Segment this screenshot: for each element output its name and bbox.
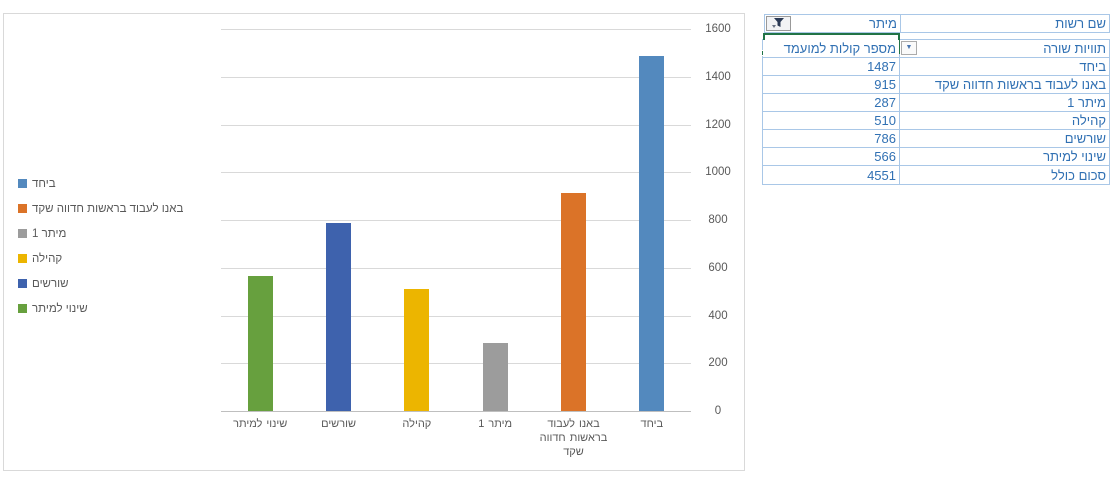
legend-item[interactable]: שורשים xyxy=(18,271,183,296)
bar-2[interactable] xyxy=(561,192,586,411)
category-label: שורשים xyxy=(321,418,356,430)
total-label-text: סכום כולל xyxy=(1051,167,1106,183)
legend-item[interactable]: קהילה xyxy=(18,246,183,271)
bar-slot xyxy=(378,29,456,411)
filter-field-label: שם רשות xyxy=(1055,16,1106,31)
y-tick-label: 1200 xyxy=(705,118,731,131)
value-axis: 0 200 400 600 800 1000 1200 1400 1600 xyxy=(694,23,746,417)
gridline xyxy=(221,363,691,365)
filter-field-cell[interactable]: שם רשות xyxy=(900,14,1110,33)
y-tick-label: 400 xyxy=(708,309,728,322)
funnel-filter-icon xyxy=(772,18,784,28)
total-value-cell[interactable]: 4551 xyxy=(762,165,900,185)
pivot-row-value-cell[interactable]: 1487 xyxy=(762,57,900,76)
pivot-row-label-cell[interactable]: מיתר 1 xyxy=(899,93,1110,112)
bar-slot xyxy=(613,29,691,411)
y-tick-label: 0 xyxy=(714,405,722,417)
legend-swatch-icon xyxy=(18,179,27,188)
filter-value-cell[interactable]: מיתר xyxy=(764,14,901,33)
pivot-row-label-cell[interactable]: שינוי למיתר xyxy=(899,147,1110,166)
pivot-row-value-cell[interactable]: 915 xyxy=(762,75,900,94)
pivot-data-row: באנו לעבוד בראשות חדווה שקד 915 xyxy=(762,75,1110,94)
pivot-body-table: תוויות שורה ▼ מספר קולות למועמד ביחד 1487… xyxy=(762,39,1110,185)
gridline xyxy=(221,172,691,174)
pivot-row-label-cell[interactable]: ביחד xyxy=(899,57,1110,76)
legend-label: ביחד xyxy=(32,177,56,190)
category-label: שינוי למיתר xyxy=(233,418,288,430)
bar-slot xyxy=(456,29,534,411)
legend-swatch-icon xyxy=(18,229,27,238)
values-header-cell[interactable]: מספר קולות למועמד xyxy=(762,39,900,58)
category-label: מיתר 1 xyxy=(478,418,513,430)
bar-1[interactable] xyxy=(639,56,665,411)
row-labels-dropdown-button[interactable]: ▼ xyxy=(901,41,917,55)
bar-slot xyxy=(299,29,377,411)
pivot-row-label-cell[interactable]: שורשים xyxy=(899,129,1110,148)
pivot-row-value-cell[interactable]: 510 xyxy=(762,111,900,130)
bar-slot xyxy=(534,29,612,411)
pivot-table: שם רשות מיתר תוויות שורה ▼ מספר xyxy=(761,14,1110,185)
legend-label: שורשים xyxy=(32,277,69,290)
y-tick-label: 800 xyxy=(708,214,728,226)
pivot-data-row: שורשים 786 xyxy=(762,129,1110,148)
pivot-row-value-cell[interactable]: 786 xyxy=(762,129,900,148)
filter-value-text: מיתר xyxy=(869,16,897,31)
y-tick-label: 600 xyxy=(708,261,728,274)
legend-item[interactable]: שינוי למיתר xyxy=(18,296,183,321)
report-filter-row: שם רשות מיתר xyxy=(763,14,1110,33)
gridline xyxy=(221,267,691,269)
pivot-row-label-cell[interactable]: באנו לעבוד בראשות חדווה שקד xyxy=(899,75,1110,94)
pivot-row-label-cell[interactable]: קהילה xyxy=(899,111,1110,130)
legend-swatch-icon xyxy=(18,204,27,213)
pivot-chart-area[interactable]: ביחד באנו לעבוד בראשות חדווה שקד מיתר 1 קהי… xyxy=(3,13,745,471)
pivot-data-row: שינוי למיתר 566 xyxy=(762,147,1110,166)
chart-plot-area xyxy=(221,29,691,412)
values-header-text: מספר קולות למועמד xyxy=(783,41,896,56)
chart-legend: ביחד באנו לעבוד בראשות חדווה שקד מיתר 1 קהי… xyxy=(18,171,183,321)
legend-label: שינוי למיתר xyxy=(32,302,88,315)
pivot-row-value-cell[interactable]: 566 xyxy=(762,147,900,166)
category-label: ביחד xyxy=(640,418,664,430)
chart-bars xyxy=(221,29,691,411)
row-labels-header-cell[interactable]: תוויות שורה ▼ xyxy=(899,39,1110,58)
total-value-text: 4551 xyxy=(867,167,896,183)
row-labels-header-text: תוויות שורה xyxy=(1043,41,1106,56)
bar-6[interactable] xyxy=(247,275,273,411)
pivot-data-row: קהילה 510 xyxy=(762,111,1110,130)
funnel-filter-button[interactable] xyxy=(766,16,791,31)
gridline xyxy=(221,315,691,317)
pivot-data-row: ביחד 1487 xyxy=(762,57,1110,76)
total-label-cell[interactable]: סכום כולל xyxy=(899,165,1110,185)
pivot-data-row: מיתר 1 287 xyxy=(762,93,1110,112)
x-axis-line xyxy=(221,411,691,412)
pivot-header-row: תוויות שורה ▼ מספר קולות למועמד xyxy=(762,39,1110,58)
legend-item[interactable]: מיתר 1 xyxy=(18,221,183,246)
y-tick-label: 1400 xyxy=(705,70,731,83)
legend-label: מיתר 1 xyxy=(32,227,67,240)
y-tick-label: 1000 xyxy=(705,166,731,179)
category-label: קהילה xyxy=(402,418,432,430)
legend-label: קהילה xyxy=(32,252,63,265)
legend-item[interactable]: ביחד xyxy=(18,171,183,196)
category-axis: ביחד באנו לעבוד בראשות חדווה שקד מיתר 1 קהי… xyxy=(221,417,691,459)
gridline xyxy=(221,76,691,78)
legend-swatch-icon xyxy=(18,304,27,313)
legend-item[interactable]: באנו לעבוד בראשות חדווה שקד xyxy=(18,196,183,221)
legend-label: באנו לעבוד בראשות חדווה שקד xyxy=(32,202,184,215)
bar-5[interactable] xyxy=(326,223,352,411)
pivot-total-row: סכום כולל 4551 xyxy=(762,165,1110,185)
legend-swatch-icon xyxy=(18,254,27,263)
legend-swatch-icon xyxy=(18,279,27,288)
pivot-row-value-cell[interactable]: 287 xyxy=(762,93,900,112)
gridline xyxy=(221,29,691,30)
bar-slot xyxy=(221,29,299,411)
gridline xyxy=(221,124,691,126)
category-label: באנו לעבוד בראשות חדווה שקד xyxy=(539,418,608,458)
gridline xyxy=(221,220,691,221)
bar-4[interactable] xyxy=(404,289,430,411)
bar-3[interactable] xyxy=(482,342,508,411)
y-tick-label: 1600 xyxy=(705,23,731,35)
y-tick-label: 200 xyxy=(708,357,728,370)
